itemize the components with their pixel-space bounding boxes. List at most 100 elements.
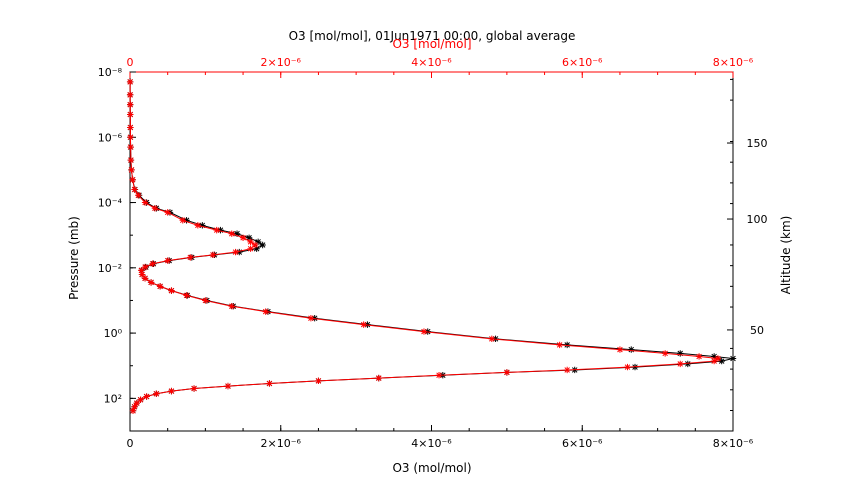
red-data-point — [141, 275, 149, 282]
x-tick-label: 8×10⁻⁶ — [713, 437, 754, 450]
red-data-point — [131, 403, 138, 410]
top-tick-label: 8×10⁻⁶ — [713, 56, 754, 69]
red-data-point — [149, 260, 156, 267]
red-data-point — [127, 143, 134, 151]
red-data-point — [168, 287, 175, 294]
black-data-point — [628, 346, 635, 353]
black-data-point — [233, 230, 241, 237]
red-data-point — [714, 355, 722, 362]
black-data-point — [217, 226, 224, 234]
right-axis-label: Altitude (km) — [779, 216, 793, 295]
x-axis-label: O3 (mol/mol) — [392, 461, 471, 475]
red-data-point — [126, 91, 134, 99]
red-data-point — [710, 357, 718, 365]
red-data-point — [213, 226, 220, 234]
y-tick-label: 10⁻⁶ — [98, 131, 123, 144]
black-data-point — [718, 357, 725, 365]
red-data-point — [141, 263, 149, 271]
red-data-point — [141, 199, 149, 206]
red-data-point — [147, 279, 155, 286]
black-data-point — [254, 238, 262, 246]
black-data-point — [245, 234, 253, 241]
red-data-point — [556, 341, 563, 349]
red-data-point — [135, 192, 142, 199]
red-series-line — [129, 81, 720, 411]
x-tick-label: 0 — [127, 437, 134, 450]
red-data-point — [315, 377, 322, 385]
plot-frame — [129, 71, 734, 432]
series-layer — [126, 78, 737, 414]
red-data-point — [153, 390, 160, 397]
red-data-point — [168, 387, 175, 395]
y-tick-label: 10⁻⁴ — [98, 197, 123, 210]
alt-tick-label: 100 — [747, 213, 768, 226]
red-data-point — [127, 134, 134, 141]
black-data-point — [563, 341, 571, 349]
red-data-point — [126, 78, 134, 86]
red-data-point — [129, 176, 136, 183]
top-tick-label: 2×10⁻⁶ — [261, 56, 302, 69]
red-data-point — [420, 328, 428, 335]
red-data-point — [138, 271, 146, 278]
x-tick-label: 2×10⁻⁶ — [261, 437, 302, 450]
y-tick-label: 10⁰ — [104, 327, 123, 340]
y-tick-label: 10² — [104, 392, 122, 405]
black-data-point — [253, 245, 260, 252]
red-data-point — [262, 308, 269, 315]
red-data-point — [232, 248, 239, 256]
red-series — [126, 78, 722, 414]
top-tick-label: 0 — [127, 56, 134, 69]
top-tick-label: 4×10⁻⁶ — [411, 56, 452, 69]
alt-tick-label: 150 — [747, 137, 768, 150]
red-data-point — [307, 315, 315, 322]
red-data-point — [251, 241, 259, 249]
black-series-line — [129, 81, 734, 411]
red-data-point — [137, 396, 144, 403]
red-data-point — [209, 251, 217, 259]
black-data-point — [199, 222, 206, 229]
red-data-point — [228, 230, 235, 237]
red-data-point — [247, 245, 254, 252]
red-data-point — [202, 297, 209, 304]
red-data-point — [138, 267, 145, 274]
red-data-point — [187, 254, 194, 261]
y-tick-label: 10⁻⁸ — [98, 66, 123, 79]
red-data-point — [266, 380, 273, 387]
black-data-point — [677, 350, 684, 357]
y-axis-label: Pressure (mb) — [67, 216, 81, 300]
black-data-point — [729, 355, 737, 362]
red-data-point — [488, 335, 495, 343]
red-data-point — [127, 124, 134, 131]
red-data-point — [360, 321, 367, 328]
red-data-point — [131, 186, 138, 193]
x-tick-label: 6×10⁻⁶ — [562, 437, 603, 450]
black-data-point — [259, 241, 266, 249]
axes-layer: 0 0 2×10⁻⁶ 2×10⁻⁶ 4×10⁻⁶ 4×10⁻⁶ 6×10⁻⁶ 6×10⁻⁶ 8×… — [98, 56, 768, 450]
red-data-point — [624, 363, 631, 371]
red-data-point — [190, 385, 198, 392]
red-data-point — [127, 156, 135, 164]
chart-title: O3 [mol/mol], 01Jun1971 00:00, global av… — [289, 29, 576, 43]
red-data-point — [133, 399, 140, 407]
red-data-point — [164, 209, 171, 216]
red-data-point — [228, 303, 235, 310]
black-data-point — [183, 217, 190, 224]
black-data-point — [236, 248, 243, 256]
black-series — [126, 78, 737, 414]
red-data-point — [129, 407, 137, 414]
y-tick-label: 10⁻² — [98, 262, 122, 275]
red-data-point — [375, 374, 382, 382]
black-data-point — [710, 353, 718, 360]
red-data-point — [128, 166, 135, 174]
red-data-point — [127, 101, 134, 108]
red-data-point — [661, 350, 669, 357]
red-data-point — [695, 353, 703, 360]
top-axis-label: O3 [mol/mol] — [392, 37, 471, 51]
red-data-point — [194, 222, 202, 229]
red-data-point — [164, 257, 171, 264]
red-data-point — [151, 205, 159, 212]
red-data-point — [179, 217, 186, 224]
red-data-point — [563, 366, 571, 374]
alt-tick-label: 50 — [750, 324, 764, 337]
